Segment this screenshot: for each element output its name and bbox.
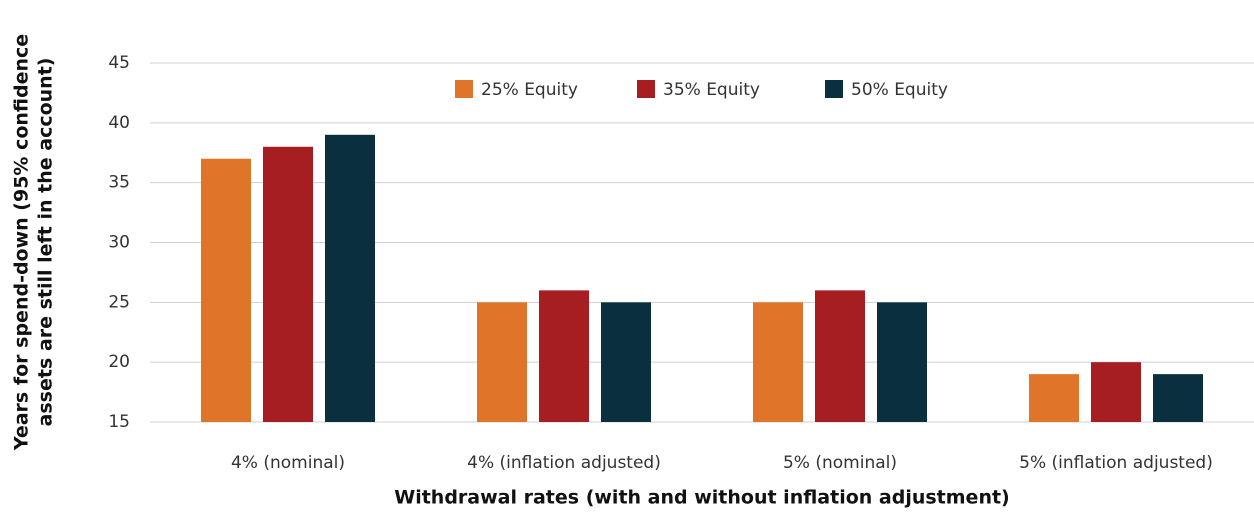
bar	[1091, 362, 1141, 422]
bar	[539, 290, 589, 422]
bar	[1153, 374, 1203, 422]
x-tick-label: 4% (nominal)	[231, 453, 345, 473]
y-axis-title: assets are still left in the account)	[35, 58, 57, 427]
y-tick-label: 20	[108, 352, 130, 372]
bar	[477, 302, 527, 422]
bar	[201, 158, 251, 422]
legend-swatch	[825, 80, 843, 98]
legend-swatch	[455, 80, 473, 98]
bar	[325, 134, 375, 423]
x-tick-label: 4% (inflation adjusted)	[467, 453, 661, 473]
legend-label: 50% Equity	[851, 80, 948, 100]
legend-label: 35% Equity	[663, 80, 760, 100]
legend-label: 25% Equity	[481, 80, 578, 100]
y-tick-label: 45	[108, 53, 130, 73]
x-tick-label: 5% (nominal)	[783, 453, 897, 473]
bar	[877, 302, 927, 422]
x-axis-title: Withdrawal rates (with and without infla…	[394, 487, 1010, 509]
y-tick-label: 40	[108, 113, 130, 133]
y-tick-label: 30	[108, 233, 130, 253]
legend-swatch	[637, 80, 655, 98]
x-tick-label: 5% (inflation adjusted)	[1019, 453, 1213, 473]
y-tick-label: 25	[108, 292, 130, 312]
y-tick-label: 15	[108, 412, 130, 432]
bar	[1029, 374, 1079, 422]
bar	[753, 302, 803, 422]
bar	[815, 290, 865, 422]
y-tick-label: 35	[108, 173, 130, 193]
bar	[263, 146, 313, 422]
bar	[601, 302, 651, 422]
y-axis-title: Years for spend-down (95% confidence	[11, 34, 33, 451]
